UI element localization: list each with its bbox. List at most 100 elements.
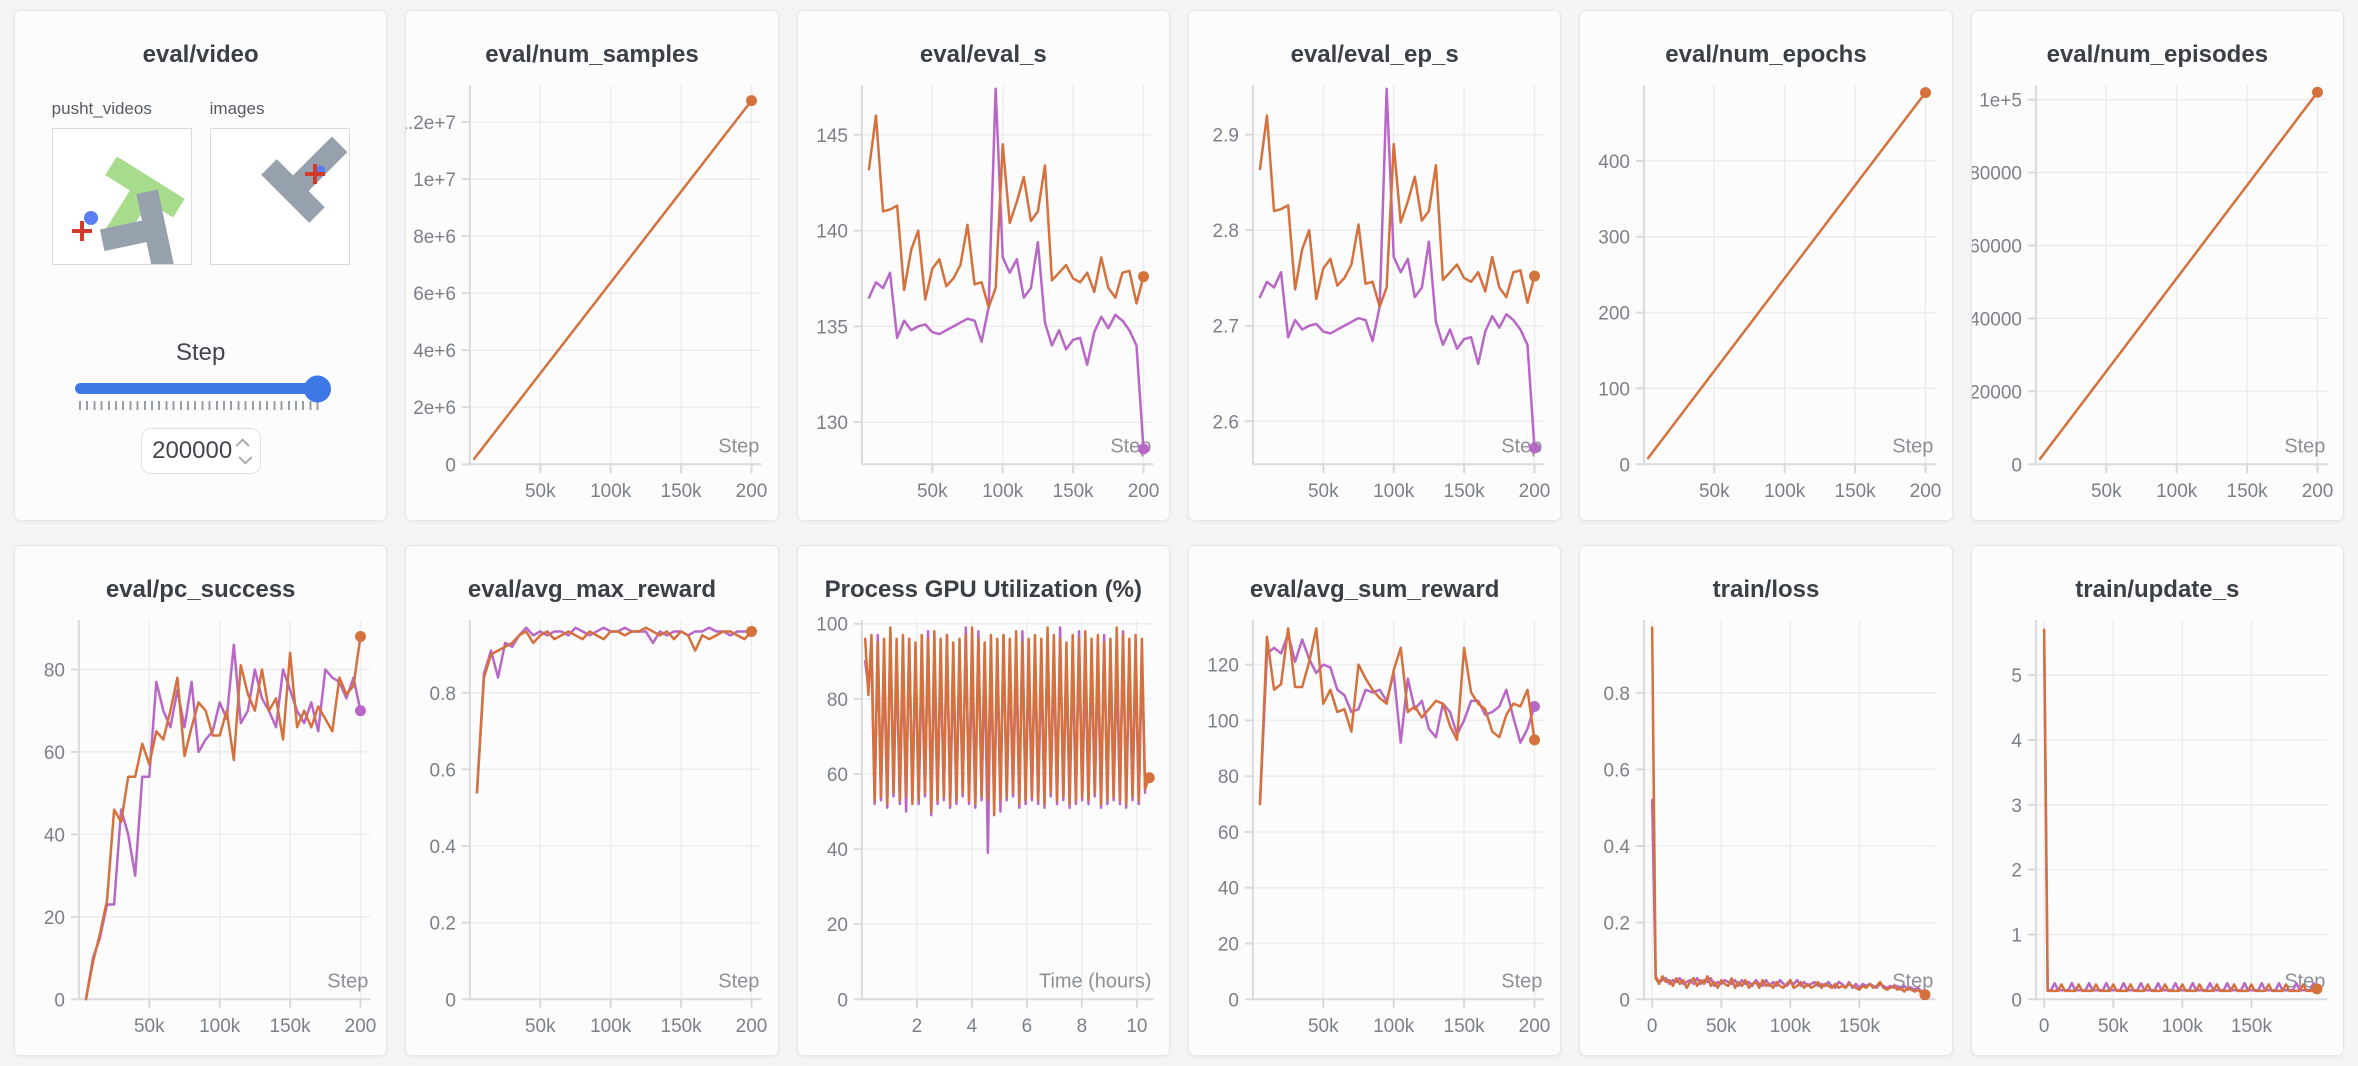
pusht-video-frame[interactable]	[51, 128, 192, 269]
chart-title: eval/num_samples	[485, 41, 699, 68]
series-end-dot-orange	[1529, 270, 1540, 282]
step-input-value[interactable]: 200000	[152, 437, 233, 464]
chart-title: eval/eval_ep_s	[1290, 41, 1459, 68]
chart-plot-area[interactable]: 0 20 40 60 80 50k 100k 150k 200 Step	[15, 612, 386, 1047]
pusht-videos-block: pusht_videos	[51, 99, 192, 269]
chart-title: eval/avg_max_reward	[467, 576, 717, 603]
chart-plot-area[interactable]: 0 20000 40000 60000 80000 1e+5 50k 100k 150k 200 S…	[1972, 77, 2343, 512]
images-block-t-shape	[260, 136, 348, 223]
x-tick-label: 50k	[1308, 481, 1339, 502]
y-tick-label: 0.8	[1604, 684, 1630, 705]
x-tick-label: 200	[736, 1016, 768, 1037]
x-tick-label: 50k	[1706, 1016, 1737, 1037]
series-line-orange	[863, 626, 1151, 817]
x-tick-label: 6	[1021, 1016, 1032, 1037]
series-line-purple	[1651, 798, 1927, 995]
chart-plot-area[interactable]: 0 20 40 60 80 100 120 50k 100k 150k 200 Step	[1189, 612, 1560, 1047]
y-tick-label: 60	[1218, 823, 1239, 844]
pusht-agent-dot	[83, 211, 98, 225]
y-tick-label: 300	[1599, 228, 1631, 249]
chart-title: eval/eval_s	[919, 41, 1047, 68]
x-tick-label: 50k	[1699, 481, 1730, 502]
y-tick-label: 0.4	[430, 837, 456, 858]
chart-panel-eval-avg-max-reward: eval/avg_max_reward 0 0.2 0.4 0.6 0.8 50k 100k 1…	[405, 545, 779, 1056]
x-tick-label: 50k	[134, 1016, 165, 1037]
chart-plot-area[interactable]: 0 0.2 0.4 0.6 0.8 50k 100k 150k 200 Step	[406, 612, 777, 1047]
y-tick-label: 0	[2011, 990, 2022, 1011]
pusht-block-t-shape	[99, 189, 174, 269]
series-end-dot-orange	[1137, 271, 1149, 283]
chart-panel-train-loss: train/loss 0 0.2 0.4 0.6 0.8 0 50k 100k 150k Step	[1579, 545, 1953, 1056]
x-axis-label: Step	[1893, 435, 1934, 457]
y-tick-label: 0.8	[430, 684, 456, 705]
x-tick-label: 100k	[199, 1016, 241, 1037]
series-line-purple	[1258, 632, 1536, 806]
slider-thumb[interactable]	[303, 375, 331, 402]
y-tick-label: 130	[816, 413, 848, 434]
x-tick-label: 50k	[2091, 481, 2122, 502]
x-tick-label: 200	[736, 481, 768, 502]
chart-panel-eval-avg-sum-reward: eval/avg_sum_reward 0 20 40 60 80 100 120 50k 100…	[1188, 545, 1562, 1056]
y-tick-label: 100	[1599, 379, 1631, 400]
x-tick-label: 100k	[590, 1016, 632, 1037]
x-tick-label: 50k	[525, 1016, 556, 1037]
step-slider[interactable]	[74, 375, 331, 402]
x-axis-label: Step	[1501, 970, 1542, 992]
x-tick-label: 200	[1519, 1016, 1551, 1037]
chart-plot-area[interactable]: 0 2e+6 4e+6 6e+6 8e+6 1e+7 1.2e+7 50k 100k 150k 20…	[406, 77, 777, 512]
y-tick-label: 0.6	[1604, 760, 1630, 781]
step-input[interactable]: 200000	[140, 428, 261, 474]
stepper-arrows[interactable]	[235, 437, 253, 465]
x-tick-label: 200	[1910, 481, 1942, 502]
x-tick-label: 200	[345, 1016, 377, 1037]
images-render	[260, 136, 348, 223]
x-tick-label: 150k	[1052, 481, 1094, 502]
x-tick-label: 50k	[2098, 1016, 2129, 1037]
y-tick-label: 1e+5	[1979, 91, 2022, 112]
decrement-icon[interactable]	[238, 450, 253, 465]
series-line-orange	[84, 635, 362, 1001]
series-end-dot-purple	[355, 705, 366, 717]
series-line-orange	[1647, 91, 1928, 460]
x-tick-label: 150k	[2230, 1016, 2272, 1037]
series-line-orange	[1258, 627, 1536, 806]
x-tick-label: 100k	[590, 481, 632, 502]
x-tick-label: 4	[966, 1016, 977, 1037]
x-tick-label: 150k	[2226, 481, 2268, 502]
y-tick-label: 2	[2011, 861, 2022, 882]
y-tick-label: 0.4	[1604, 837, 1630, 858]
series-end-dot-orange	[2311, 86, 2323, 98]
y-tick-label: 4e+6	[414, 341, 457, 362]
y-tick-label: 135	[816, 317, 848, 338]
images-frame[interactable]	[209, 128, 350, 265]
series-end-dot-orange	[1143, 772, 1155, 784]
images-block: images	[209, 99, 350, 265]
x-tick-label: 150k	[270, 1016, 312, 1037]
x-tick-label: 100k	[1373, 481, 1415, 502]
increment-icon[interactable]	[235, 437, 250, 452]
y-tick-label: 120	[1207, 656, 1239, 677]
x-tick-label: 50k	[1308, 1016, 1339, 1037]
y-tick-label: 2e+6	[414, 398, 457, 419]
chart-title: eval/pc_success	[105, 576, 296, 603]
series-end-dot-orange	[355, 630, 366, 642]
slider-track[interactable]	[74, 375, 331, 402]
x-tick-label: 200	[1519, 481, 1551, 502]
y-tick-label: 200	[1599, 304, 1631, 325]
y-tick-label: 60000	[1972, 236, 2022, 257]
y-tick-label: 0	[2011, 455, 2022, 476]
x-tick-label: 50k	[525, 481, 556, 502]
chart-plot-area[interactable]: 0 20 40 60 80 100 2 4 6 8 10 Time (hours)	[798, 612, 1169, 1047]
series-end-dot-orange	[1529, 734, 1540, 746]
chart-plot-area[interactable]: 0 100 200 300 400 50k 100k 150k 200 Step	[1580, 77, 1951, 512]
slider-tick-ruler	[78, 401, 323, 410]
x-tick-label: 100k	[1764, 481, 1806, 502]
y-tick-label: 140	[816, 222, 848, 243]
pusht-target-cross	[71, 221, 92, 241]
series-end-dot-orange	[1920, 87, 1932, 99]
x-tick-label: 150k	[1444, 481, 1486, 502]
